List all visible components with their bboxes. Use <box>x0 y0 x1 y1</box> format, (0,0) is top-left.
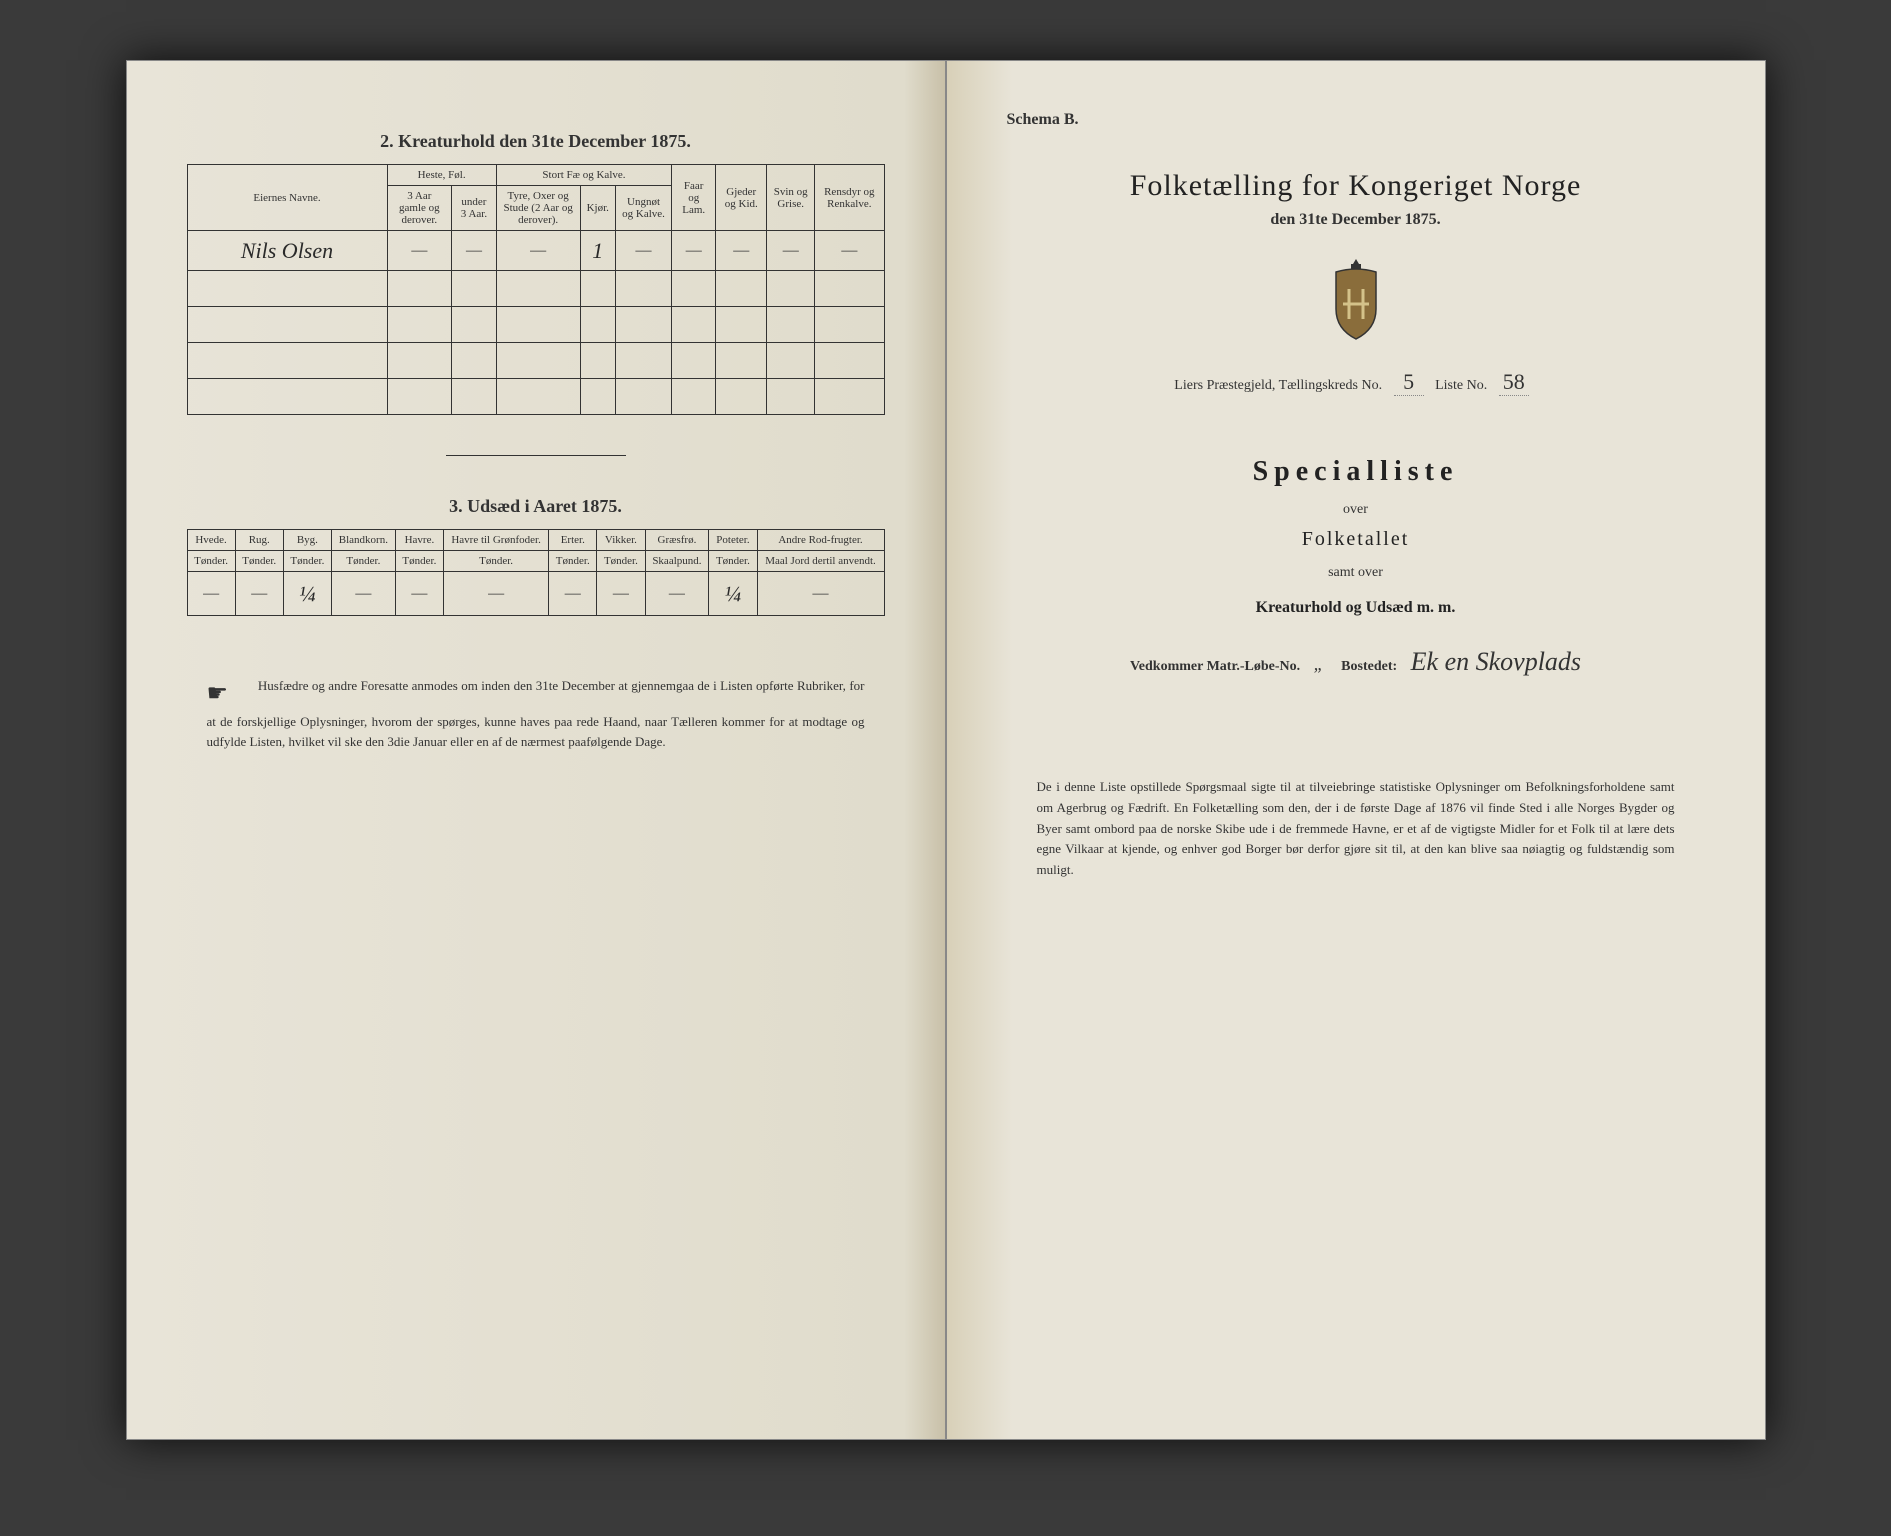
col-oxen: Tyre, Oxer og Stude (2 Aar og derover). <box>496 186 580 231</box>
cell: ¼ <box>283 572 331 616</box>
unit: Maal Jord dertil anvendt. <box>757 551 884 572</box>
col-pigs: Svin og Grise. <box>767 165 815 231</box>
col-horses-group: Heste, Føl. <box>387 165 496 186</box>
folketallet-label: Folketallet <box>1007 528 1705 551</box>
cell: — <box>672 231 716 271</box>
col-goats: Gjeder og Kid. <box>716 165 767 231</box>
cell: — <box>496 231 580 271</box>
col-calves: Ungnøt og Kalve. <box>615 186 671 231</box>
seed-table: Hvede. Rug. Byg. Blandkorn. Havre. Havre… <box>187 529 885 616</box>
col-sheep: Faar og Lam. <box>672 165 716 231</box>
unit: Tønder. <box>597 551 645 572</box>
col-grass: Græsfrø. <box>645 530 709 551</box>
kreds-number: 5 <box>1394 369 1424 396</box>
col-barley: Byg. <box>283 530 331 551</box>
cell: — <box>452 231 497 271</box>
samt-over-label: samt over <box>1007 565 1705 581</box>
over-label: over <box>1007 502 1705 518</box>
col-oats-fodder: Havre til Grønfoder. <box>443 530 548 551</box>
left-footnote: ☛ Husfædre og andre Foresatte anmodes om… <box>187 676 885 751</box>
table-row <box>187 379 884 415</box>
col-owner: Eiernes Navne. <box>187 165 387 231</box>
livestock-table: Eiernes Navne. Heste, Føl. Stort Fæ og K… <box>187 164 885 415</box>
bosted-line: Vedkommer Matr.-Løbe-No. „ Bostedet: Ek … <box>1007 647 1705 677</box>
cell: — <box>615 231 671 271</box>
unit: Tønder. <box>235 551 283 572</box>
section2-title: 2. Kreaturhold den 31te December 1875. <box>187 131 885 152</box>
cell: ¼ <box>709 572 757 616</box>
census-title: Folketælling for Kongeriget Norge <box>1007 169 1705 203</box>
cell: — <box>767 231 815 271</box>
col-reindeer: Rensdyr og Renkalve. <box>815 165 884 231</box>
right-page: Schema B. Folketælling for Kongeriget No… <box>946 60 1766 1440</box>
cell: 1 <box>580 231 615 271</box>
bostedet-value: Ek en Skovplads <box>1411 647 1581 676</box>
unit: Tønder. <box>395 551 443 572</box>
owner-name: Nils Olsen <box>187 231 387 271</box>
unit: Tønder. <box>283 551 331 572</box>
section3-title: 3. Udsæd i Aaret 1875. <box>187 496 885 517</box>
cell: — <box>395 572 443 616</box>
unit: Skaalpund. <box>645 551 709 572</box>
cell: — <box>331 572 395 616</box>
table-row: — — ¼ — — — — — — ¼ — <box>187 572 884 616</box>
col-peas: Erter. <box>549 530 597 551</box>
table-row: Nils Olsen — — — 1 — — — — — <box>187 231 884 271</box>
cell: — <box>235 572 283 616</box>
schema-label: Schema B. <box>1007 111 1705 129</box>
col-wheat: Hvede. <box>187 530 235 551</box>
specialliste-title: Specialliste <box>1007 456 1705 488</box>
cell: — <box>549 572 597 616</box>
cell: — <box>645 572 709 616</box>
col-rye: Rug. <box>235 530 283 551</box>
divider <box>446 455 626 456</box>
col-oats: Havre. <box>395 530 443 551</box>
document-spread: 2. Kreaturhold den 31te December 1875. E… <box>126 60 1766 1440</box>
list-number: 58 <box>1499 369 1529 396</box>
coat-of-arms-icon <box>1321 254 1391 344</box>
vedkommer-label: Vedkommer Matr.-Løbe-No. <box>1130 659 1300 674</box>
right-footnote: De i denne Liste opstillede Spørgsmaal s… <box>1007 777 1705 881</box>
col-roots: Andre Rod-frugter. <box>757 530 884 551</box>
col-cattle-group: Stort Fæ og Kalve. <box>496 165 671 186</box>
unit: Tønder. <box>187 551 235 572</box>
table-row <box>187 307 884 343</box>
unit: Tønder. <box>549 551 597 572</box>
col-vetch: Vikker. <box>597 530 645 551</box>
cell: — <box>387 231 452 271</box>
col-cows: Kjør. <box>580 186 615 231</box>
col-potatoes: Poteter. <box>709 530 757 551</box>
col-horses-old: 3 Aar gamle og derover. <box>387 186 452 231</box>
bostedet-label: Bostedet: <box>1341 659 1397 674</box>
table-row <box>187 343 884 379</box>
pointing-hand-icon: ☛ <box>207 676 247 712</box>
col-mixed: Blandkorn. <box>331 530 395 551</box>
cell: — <box>757 572 884 616</box>
cell: — <box>187 572 235 616</box>
footnote-text: Husfædre og andre Foresatte anmodes om i… <box>207 678 865 749</box>
table-row <box>187 271 884 307</box>
col-horses-young: under 3 Aar. <box>452 186 497 231</box>
census-date: den 31te December 1875. <box>1007 211 1705 229</box>
left-page: 2. Kreaturhold den 31te December 1875. E… <box>126 60 946 1440</box>
parish-label: Liers Præstegjeld, Tællingskreds No. <box>1174 378 1382 393</box>
cell: — <box>716 231 767 271</box>
cell: — <box>443 572 548 616</box>
kreatur-label: Kreaturhold og Udsæd m. m. <box>1007 599 1705 617</box>
vedkommer-value: „ <box>1314 654 1324 674</box>
unit: Tønder. <box>443 551 548 572</box>
cell: — <box>597 572 645 616</box>
cell: — <box>815 231 884 271</box>
unit: Tønder. <box>709 551 757 572</box>
unit: Tønder. <box>331 551 395 572</box>
list-label: Liste No. <box>1435 378 1487 393</box>
parish-line: Liers Præstegjeld, Tællingskreds No. 5 L… <box>1007 369 1705 396</box>
